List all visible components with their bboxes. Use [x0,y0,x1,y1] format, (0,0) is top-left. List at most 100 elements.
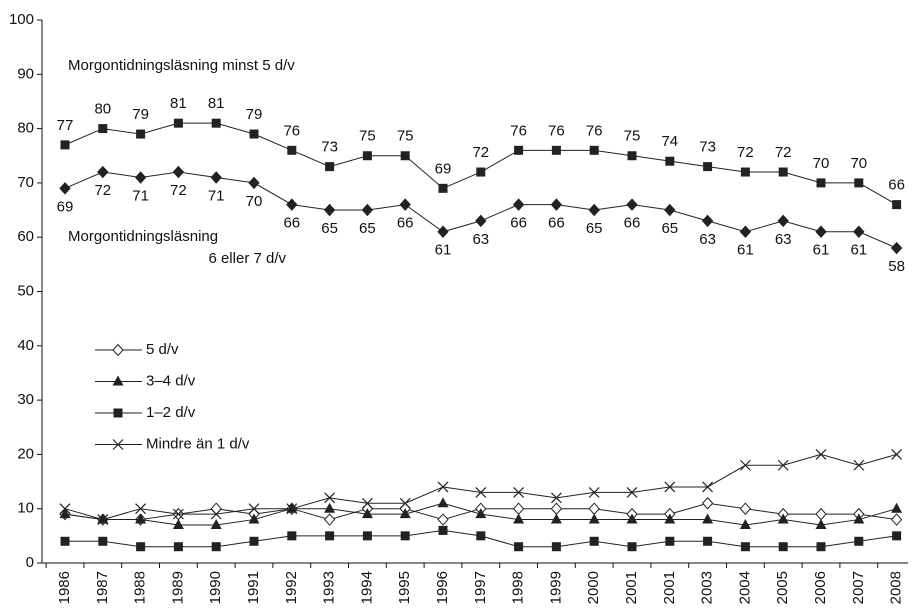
y-tick-label: 30 [17,391,34,408]
data-label: 66 [283,215,300,232]
x-tick-label: 1998 [510,571,527,604]
data-label: 70 [850,155,867,172]
marker [703,162,713,172]
marker [550,492,562,504]
marker [512,198,525,211]
marker [248,513,260,524]
x-tick-label: 1992 [283,571,300,604]
marker [172,508,184,520]
marker [891,448,903,460]
data-label: 69 [57,198,74,215]
marker [286,503,298,515]
marker [210,502,222,515]
marker [437,513,449,526]
marker [399,198,411,211]
marker [210,518,222,529]
marker [588,513,600,524]
marker [739,518,751,529]
data-label: 76 [548,122,565,139]
marker [664,203,676,217]
marker [210,508,222,520]
data-label: 72 [94,182,111,199]
marker [475,486,487,498]
marker [438,183,448,193]
data-label: 66 [548,215,565,232]
marker [513,486,525,498]
x-tick-label: 1991 [245,571,262,604]
data-label: 71 [132,187,149,204]
marker [702,481,714,493]
x-tick-label: 1987 [94,571,111,604]
marker [135,503,147,515]
marker [778,167,788,177]
data-label: 65 [359,220,376,237]
data-label: 76 [510,122,527,139]
marker [135,513,147,524]
data-label: 72 [775,144,792,161]
marker [815,448,827,460]
data-label: 65 [586,220,603,237]
data-label: 75 [359,128,376,145]
data-label: 73 [699,139,716,156]
x-tick-label: 1995 [396,571,413,604]
data-label: 66 [624,215,641,232]
marker [475,508,487,519]
marker [476,531,486,541]
marker [210,171,222,184]
x-tick-label: 1988 [132,571,149,604]
marker [248,176,260,190]
marker [361,508,373,519]
x-tick-label: 2001 [623,571,640,604]
y-tick-label: 20 [17,445,34,462]
marker [816,542,826,552]
marker [853,513,865,524]
data-label: 66 [510,215,527,232]
legend-label: 5 d/v [146,341,179,358]
marker [550,513,562,524]
data-label: 71 [208,187,225,204]
legend-marker [112,439,124,450]
x-tick-label: 1996 [434,571,451,604]
marker [211,118,221,128]
marker [437,481,449,493]
legend-marker [112,375,124,386]
data-label: 63 [775,231,792,248]
marker [589,536,599,546]
data-label: 65 [321,220,338,237]
marker [777,513,789,524]
marker [777,459,789,471]
marker [362,151,372,161]
marker [626,198,638,211]
marker [550,502,563,515]
data-label: 69 [435,160,452,177]
marker [97,513,109,524]
data-label: 66 [888,177,905,194]
data-label: 72 [472,144,489,161]
marker [438,525,448,535]
marker [249,129,259,139]
marker [514,145,524,155]
marker [739,225,752,239]
data-label: 61 [813,242,830,259]
marker [664,481,676,493]
data-label: 63 [699,231,716,248]
legend-label: 1–2 d/v [146,404,196,421]
data-label: 75 [624,128,641,145]
y-tick-label: 70 [17,174,34,191]
marker [777,214,789,228]
y-tick-label: 0 [26,554,34,571]
series-line [64,122,897,206]
marker [134,171,147,184]
marker [399,497,411,509]
marker [136,542,146,552]
data-label: 72 [170,182,187,199]
x-tick-label: 2007 [850,571,867,604]
series-annotation: 6 eller 7 d/v [208,250,286,267]
marker [853,225,865,239]
y-tick-label: 80 [17,120,34,137]
marker [323,513,336,526]
marker [739,459,751,471]
x-tick-label: 2004 [736,571,753,604]
data-label: 79 [132,106,149,123]
x-tick-label: 2005 [774,571,791,604]
